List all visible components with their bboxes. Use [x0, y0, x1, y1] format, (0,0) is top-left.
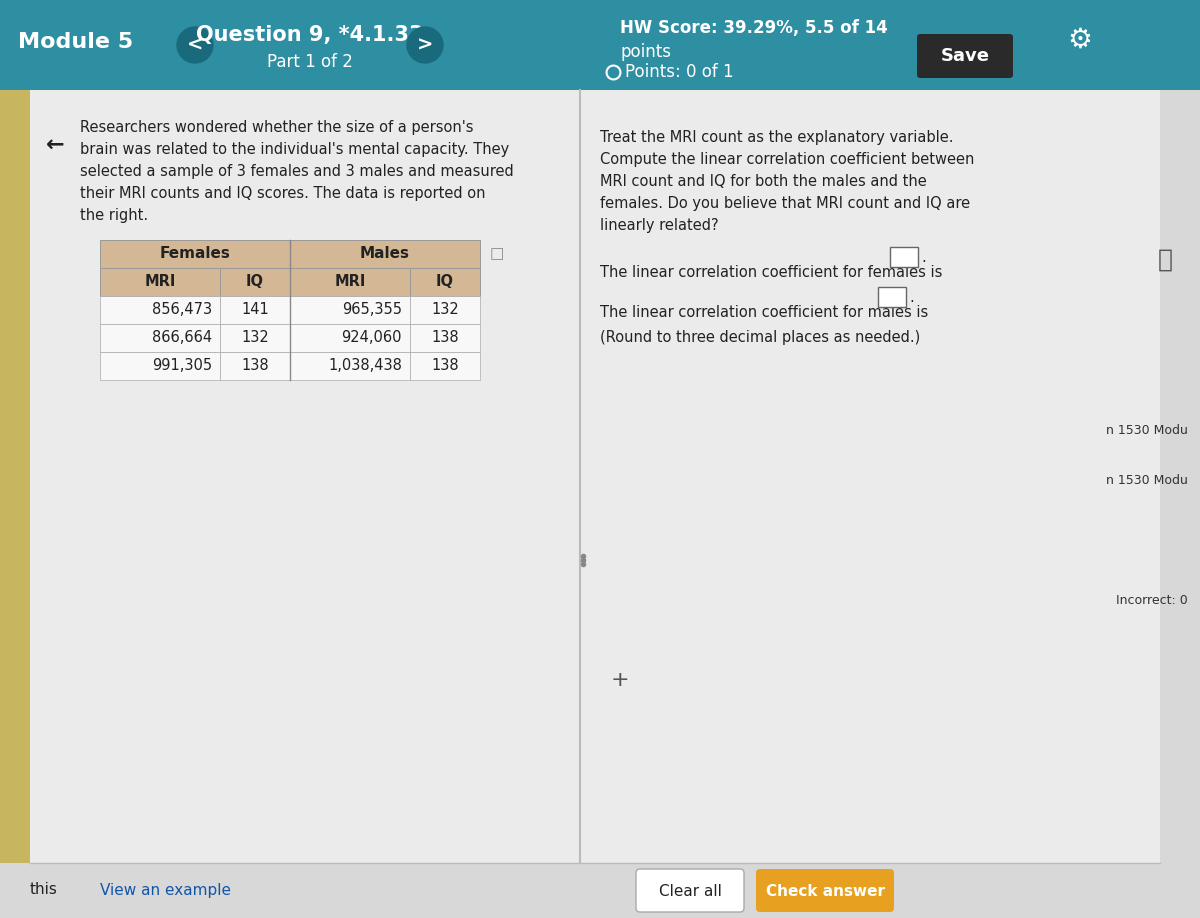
Text: Incorrect: 0: Incorrect: 0 [1116, 594, 1188, 607]
Text: >: > [416, 36, 433, 54]
Text: The linear correlation coefficient for females is: The linear correlation coefficient for f… [600, 265, 942, 280]
Text: 132: 132 [431, 303, 458, 318]
Text: 991,305: 991,305 [152, 359, 212, 374]
Text: .: . [922, 251, 926, 265]
Text: Clear all: Clear all [659, 883, 721, 899]
Text: 138: 138 [431, 330, 458, 345]
Text: this: this [30, 882, 58, 898]
Text: ←: ← [46, 135, 65, 155]
Text: selected a sample of 3 females and 3 males and measured: selected a sample of 3 females and 3 mal… [80, 164, 514, 179]
FancyBboxPatch shape [0, 0, 1200, 90]
Text: Researchers wondered whether the size of a person's: Researchers wondered whether the size of… [80, 120, 474, 135]
FancyBboxPatch shape [100, 352, 220, 380]
Circle shape [407, 27, 443, 63]
Text: MRI: MRI [144, 274, 175, 289]
Text: Females: Females [160, 247, 230, 262]
Text: The linear correlation coefficient for males is: The linear correlation coefficient for m… [600, 305, 929, 320]
FancyBboxPatch shape [756, 869, 894, 912]
FancyBboxPatch shape [878, 287, 906, 307]
Text: Save: Save [941, 47, 990, 65]
FancyBboxPatch shape [290, 324, 410, 352]
Text: <: < [187, 36, 203, 54]
FancyBboxPatch shape [410, 324, 480, 352]
Text: □: □ [490, 247, 504, 262]
Text: .: . [910, 290, 914, 306]
Text: 866,664: 866,664 [152, 330, 212, 345]
FancyBboxPatch shape [220, 324, 290, 352]
FancyBboxPatch shape [410, 352, 480, 380]
Text: ⚙: ⚙ [1068, 26, 1092, 54]
Text: 965,355: 965,355 [342, 303, 402, 318]
Text: 132: 132 [241, 330, 269, 345]
Text: Males: Males [360, 247, 410, 262]
Text: +: + [611, 670, 629, 690]
FancyBboxPatch shape [290, 268, 410, 296]
Text: 856,473: 856,473 [152, 303, 212, 318]
Text: Question 9, *4.1.33: Question 9, *4.1.33 [197, 25, 424, 45]
Text: Compute the linear correlation coefficient between: Compute the linear correlation coefficie… [600, 152, 974, 167]
Text: (Round to three decimal places as needed.): (Round to three decimal places as needed… [600, 330, 920, 345]
FancyBboxPatch shape [30, 90, 580, 863]
FancyBboxPatch shape [0, 90, 30, 863]
FancyBboxPatch shape [100, 324, 220, 352]
FancyBboxPatch shape [290, 352, 410, 380]
Text: HW Score: 39.29%, 5.5 of 14: HW Score: 39.29%, 5.5 of 14 [620, 19, 888, 37]
FancyBboxPatch shape [290, 296, 410, 324]
Text: linearly related?: linearly related? [600, 218, 719, 233]
Text: Module 5: Module 5 [18, 32, 133, 52]
Text: MRI count and IQ for both the males and the: MRI count and IQ for both the males and … [600, 174, 926, 189]
FancyBboxPatch shape [917, 34, 1013, 78]
FancyBboxPatch shape [0, 863, 1200, 918]
FancyBboxPatch shape [410, 268, 480, 296]
FancyBboxPatch shape [636, 869, 744, 912]
Text: their MRI counts and IQ scores. The data is reported on: their MRI counts and IQ scores. The data… [80, 186, 486, 201]
Text: IQ: IQ [246, 274, 264, 289]
Text: 138: 138 [241, 359, 269, 374]
FancyBboxPatch shape [890, 247, 918, 267]
Text: Points: 0 of 1: Points: 0 of 1 [625, 63, 733, 81]
FancyBboxPatch shape [220, 268, 290, 296]
FancyBboxPatch shape [220, 352, 290, 380]
Text: 138: 138 [431, 359, 458, 374]
FancyBboxPatch shape [100, 296, 220, 324]
Text: brain was related to the individual's mental capacity. They: brain was related to the individual's me… [80, 142, 509, 157]
Text: Part 1 of 2: Part 1 of 2 [268, 53, 353, 71]
Text: n 1530 Modu: n 1530 Modu [1106, 423, 1188, 436]
Text: 924,060: 924,060 [342, 330, 402, 345]
Text: 1,038,438: 1,038,438 [328, 359, 402, 374]
Text: IQ: IQ [436, 274, 454, 289]
FancyBboxPatch shape [410, 296, 480, 324]
Text: points: points [620, 43, 671, 61]
FancyBboxPatch shape [580, 90, 1160, 863]
Circle shape [178, 27, 214, 63]
Text: 141: 141 [241, 303, 269, 318]
Text: View an example: View an example [100, 882, 230, 898]
FancyBboxPatch shape [100, 268, 220, 296]
FancyBboxPatch shape [290, 240, 480, 268]
FancyBboxPatch shape [100, 240, 290, 268]
Text: Check answer: Check answer [766, 883, 884, 899]
FancyBboxPatch shape [220, 296, 290, 324]
Text: females. Do you believe that MRI count and IQ are: females. Do you believe that MRI count a… [600, 196, 970, 211]
Text: ⎙: ⎙ [1158, 248, 1172, 272]
Text: the right.: the right. [80, 208, 148, 223]
Text: n 1530 Modu: n 1530 Modu [1106, 474, 1188, 487]
Text: MRI: MRI [335, 274, 366, 289]
Text: Treat the MRI count as the explanatory variable.: Treat the MRI count as the explanatory v… [600, 130, 954, 145]
